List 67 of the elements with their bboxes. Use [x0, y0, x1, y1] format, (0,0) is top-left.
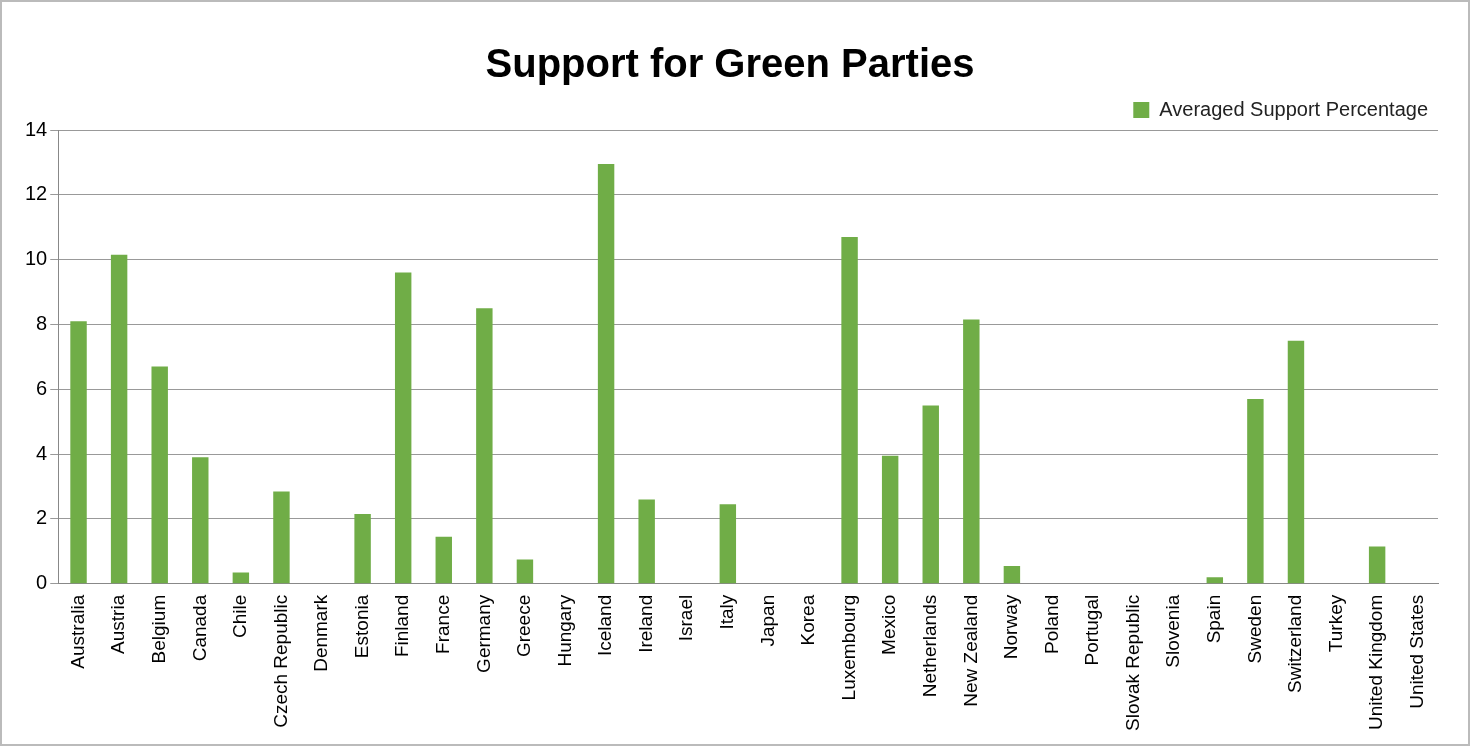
x-tick-label: Greece [513, 594, 535, 658]
x-tick-label: Canada [188, 594, 210, 662]
bar [1368, 546, 1386, 584]
x-tick-label: Italy [716, 594, 738, 630]
x-tick-label: Norway [1000, 594, 1022, 660]
x-tick-label: Luxembourg [837, 594, 859, 701]
chart-title: Support for Green Parties [485, 41, 975, 86]
x-tick-label: Austria [107, 594, 129, 654]
x-tick-label: Slovenia [1162, 594, 1184, 668]
bar [597, 164, 615, 584]
x-tick-label: Czech Republic [269, 594, 291, 728]
x-tick-label: Denmark [310, 594, 332, 672]
x-tick-label: Germany [472, 594, 494, 673]
legend-label: Averaged Support Percentage [1159, 97, 1429, 120]
bar [394, 272, 412, 584]
bar [719, 504, 737, 584]
x-tick-label: Switzerland [1284, 594, 1306, 693]
x-tick-label: Ireland [634, 594, 656, 653]
bar [841, 236, 858, 584]
bar [922, 405, 939, 584]
x-tick-label: Chile [229, 594, 251, 639]
x-tick-label: Japan [756, 594, 778, 647]
y-tick-label: 12 [25, 182, 48, 205]
x-tick-label: Poland [1040, 594, 1062, 654]
x-tick-label: Mexico [878, 594, 900, 655]
x-tick-label: Slovak Republic [1121, 594, 1143, 732]
bar [881, 455, 899, 584]
bar [273, 491, 290, 584]
x-tick-label: Finland [391, 594, 413, 658]
x-tick-label: Israel [675, 594, 697, 642]
bar [435, 536, 452, 584]
y-tick-label: 8 [36, 311, 48, 334]
x-tick-label: Korea [797, 594, 819, 646]
x-tick-label: United Kingdom [1365, 594, 1387, 730]
bar [192, 457, 209, 584]
bar [151, 366, 168, 584]
bar [70, 321, 87, 584]
y-tick-label: 10 [25, 247, 48, 270]
bar [516, 559, 534, 584]
x-tick-label: Belgium [147, 594, 169, 664]
bar [476, 308, 493, 584]
x-tick-label: Hungary [553, 594, 575, 667]
bar [1247, 399, 1264, 584]
x-tick-label: Sweden [1243, 594, 1265, 664]
y-tick-label: 14 [25, 117, 48, 140]
bar [1003, 565, 1021, 584]
bar [232, 572, 250, 584]
y-tick-label: 6 [36, 376, 48, 399]
y-tick-label: 2 [36, 506, 48, 529]
x-tick-label: Netherlands [918, 594, 940, 698]
x-tick-label: Australia [66, 594, 88, 669]
bar [1206, 577, 1224, 584]
bar [354, 514, 371, 584]
x-tick-label: Estonia [350, 594, 372, 659]
x-tick-label: Portugal [1081, 594, 1103, 666]
x-tick-label: Iceland [594, 594, 616, 657]
x-tick-label: France [432, 594, 453, 654]
x-tick-label: New Zealand [959, 594, 981, 707]
y-tick-label: 0 [36, 571, 48, 594]
bar [963, 319, 980, 584]
bar [1287, 340, 1305, 584]
bar [638, 499, 655, 584]
x-tick-label: Spain [1203, 594, 1225, 644]
x-tick-label: Turkey [1324, 594, 1346, 653]
x-tick-label: United States [1405, 594, 1427, 709]
bar [110, 254, 128, 584]
y-tick-label: 4 [36, 441, 48, 464]
